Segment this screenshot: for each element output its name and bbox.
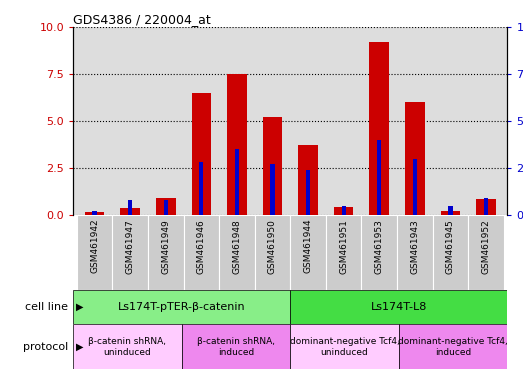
- Bar: [397, 215, 433, 290]
- Bar: [484, 198, 488, 215]
- Text: GSM461953: GSM461953: [374, 219, 384, 274]
- Text: GSM461950: GSM461950: [268, 219, 277, 274]
- Text: GSM461946: GSM461946: [197, 219, 206, 273]
- Text: cell line: cell line: [25, 302, 68, 312]
- Bar: [85, 212, 105, 215]
- Bar: [298, 146, 318, 215]
- Text: GSM461945: GSM461945: [446, 219, 455, 273]
- Text: β-catenin shRNA,
uninduced: β-catenin shRNA, uninduced: [88, 337, 166, 357]
- Bar: [369, 42, 389, 215]
- Text: GSM461943: GSM461943: [411, 219, 419, 273]
- Text: Ls174T-L8: Ls174T-L8: [371, 302, 427, 312]
- Bar: [405, 102, 425, 215]
- Text: dominant-negative Tcf4,
uninduced: dominant-negative Tcf4, uninduced: [290, 337, 400, 357]
- Bar: [326, 215, 361, 290]
- Text: GSM461944: GSM461944: [303, 219, 313, 273]
- Bar: [191, 93, 211, 215]
- Bar: [120, 207, 140, 215]
- Bar: [263, 117, 282, 215]
- Bar: [306, 170, 310, 215]
- Bar: [235, 149, 239, 215]
- Bar: [156, 198, 176, 215]
- Bar: [413, 159, 417, 215]
- Text: GSM461951: GSM461951: [339, 219, 348, 274]
- Bar: [255, 215, 290, 290]
- Bar: [290, 324, 399, 369]
- Bar: [270, 164, 275, 215]
- Text: GDS4386 / 220004_at: GDS4386 / 220004_at: [73, 13, 211, 26]
- Bar: [334, 207, 354, 215]
- Bar: [112, 215, 148, 290]
- Bar: [182, 324, 290, 369]
- Bar: [399, 324, 507, 369]
- Text: GSM461952: GSM461952: [482, 219, 491, 273]
- Bar: [290, 290, 507, 324]
- Bar: [77, 215, 112, 290]
- Bar: [164, 200, 168, 215]
- Bar: [377, 140, 381, 215]
- Bar: [433, 215, 468, 290]
- Bar: [290, 215, 326, 290]
- Bar: [361, 215, 397, 290]
- Text: Ls174T-pTER-β-catenin: Ls174T-pTER-β-catenin: [118, 302, 246, 312]
- Bar: [128, 200, 132, 215]
- Bar: [476, 199, 496, 215]
- Bar: [342, 206, 346, 215]
- Bar: [148, 215, 184, 290]
- Text: GSM461942: GSM461942: [90, 219, 99, 273]
- Bar: [199, 162, 203, 215]
- Text: protocol: protocol: [22, 342, 68, 352]
- Bar: [73, 324, 182, 369]
- Bar: [93, 211, 97, 215]
- Text: GSM461949: GSM461949: [161, 219, 170, 273]
- Bar: [440, 211, 460, 215]
- Text: ▶: ▶: [76, 342, 83, 352]
- Text: β-catenin shRNA,
induced: β-catenin shRNA, induced: [197, 337, 275, 357]
- Bar: [468, 215, 504, 290]
- Text: ▶: ▶: [76, 302, 83, 312]
- Bar: [73, 290, 290, 324]
- Text: dominant-negative Tcf4,
induced: dominant-negative Tcf4, induced: [398, 337, 508, 357]
- Bar: [219, 215, 255, 290]
- Text: GSM461947: GSM461947: [126, 219, 134, 273]
- Text: GSM461948: GSM461948: [232, 219, 242, 273]
- Bar: [448, 206, 452, 215]
- Bar: [227, 74, 247, 215]
- Bar: [184, 215, 219, 290]
